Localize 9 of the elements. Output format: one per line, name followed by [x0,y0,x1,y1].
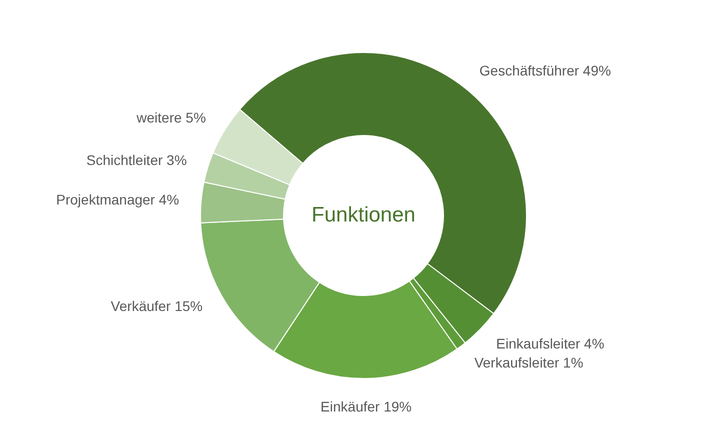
slice-label: Einkaufsleiter 4% [496,335,604,352]
slice-label: Projektmanager 4% [56,192,180,208]
slice-label: Schichtleiter 3% [86,152,187,168]
slice-label: Verkäufer 15% [110,298,203,314]
text: Funktionen [312,204,416,226]
slice-label: Einkäufer 19% [320,398,412,414]
slice-label: Geschäftsführer 49% [479,62,611,78]
slice-label: Verkaufsleiter 1% [474,354,584,371]
slice-label: weitere 5% [136,110,206,126]
